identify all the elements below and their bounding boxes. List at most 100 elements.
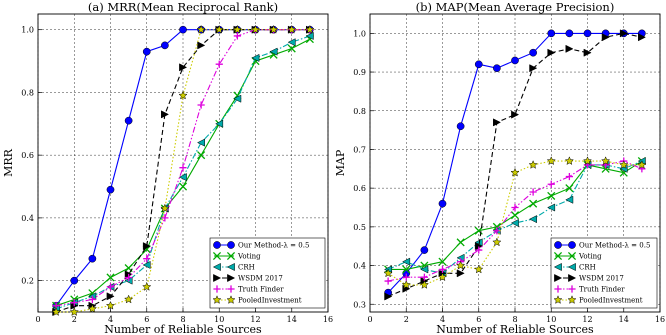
data-point: [214, 24, 224, 34]
data-point: [547, 203, 556, 212]
series-pooledinvestment: [51, 24, 315, 316]
legend-marker: [553, 262, 562, 272]
x-tick-label: 16: [323, 315, 333, 324]
chart-title: (a) MRR(Mean Reciprocal Rank): [88, 0, 278, 14]
legend-label: PooledInvestment: [579, 297, 643, 305]
data-point: [178, 173, 187, 182]
data-point: [105, 300, 116, 310]
data-point: [178, 182, 188, 191]
data-point: [493, 118, 502, 127]
data-point: [619, 160, 629, 169]
plot-frame: [37, 13, 329, 313]
x-tick-label: 12: [582, 315, 592, 324]
x-tick-label: 8: [512, 315, 517, 324]
data-point: [160, 203, 170, 213]
data-point: [161, 110, 170, 119]
y-tick-label: 0.3: [353, 300, 366, 309]
legend: Our Method-λ = 0.5 Voting CRH WSDM 2017 Trut…: [209, 237, 326, 309]
data-point: [305, 24, 315, 34]
data-point: [251, 53, 260, 62]
x-tick-label: 8: [180, 315, 185, 324]
data-point: [493, 64, 501, 73]
data-point: [383, 268, 393, 278]
x-tick-label: 14: [287, 315, 297, 324]
data-point: [637, 160, 647, 169]
data-point: [475, 246, 483, 254]
legend-marker: [226, 295, 236, 304]
y-tick-label: 0.9: [353, 68, 366, 77]
legend: Our Method-λ = 0.5 Voting CRH WSDM 2017 Trut…: [550, 237, 658, 309]
data-point: [493, 227, 501, 235]
data-point: [420, 265, 429, 274]
data-point: [70, 298, 78, 307]
data-point: [438, 265, 447, 274]
data-point: [250, 24, 261, 34]
data-point: [402, 257, 411, 266]
legend-marker: [213, 241, 221, 249]
legend-marker: [554, 273, 563, 283]
data-point: [51, 307, 61, 316]
legend-marker: [568, 241, 576, 249]
legend-label: WSDM 2017: [238, 275, 283, 283]
y-axis-label: MAP: [334, 149, 347, 176]
y-tick-label: 0.7: [353, 145, 366, 154]
data-point: [456, 122, 465, 131]
data-point: [142, 282, 152, 291]
y-tick-label: 0.6: [353, 184, 366, 193]
data-point: [511, 203, 519, 212]
y-tick-label: 1.0: [21, 26, 34, 35]
data-point: [510, 167, 520, 177]
data-point: [269, 47, 278, 56]
legend-marker: [227, 285, 235, 293]
data-point: [565, 172, 573, 181]
data-point: [142, 260, 151, 269]
data-point: [420, 273, 428, 281]
legend-marker: [213, 285, 221, 293]
legend-marker: [226, 251, 236, 261]
legend-marker: [213, 273, 222, 283]
data-point: [456, 238, 465, 247]
data-point: [582, 156, 593, 165]
data-point: [529, 188, 537, 196]
y-tick-label: 0.8: [353, 107, 366, 116]
x-tick-label: 4: [440, 315, 445, 324]
x-tick-label: 6: [144, 315, 149, 324]
data-point: [565, 184, 574, 193]
legend-label: Our Method-λ = 0.5: [238, 242, 309, 250]
series-wsdm-2017: [384, 29, 647, 301]
data-point: [402, 273, 410, 281]
legend-marker: [553, 251, 563, 261]
data-point: [565, 44, 574, 53]
x-tick-label: 10: [214, 315, 224, 324]
data-point: [305, 31, 314, 40]
data-point: [215, 60, 223, 68]
data-point: [547, 191, 556, 200]
x-tick-label: 0: [35, 315, 40, 324]
data-point: [474, 60, 483, 69]
data-point: [197, 101, 205, 109]
y-tick-label: 0.6: [21, 151, 34, 160]
data-point: [196, 24, 206, 34]
x-tick-label: 4: [108, 315, 113, 324]
data-point: [474, 264, 484, 274]
mrr-chart: 0 2 4 6 8 10 12 14 16 0.2 0.4 0.6 0.8 1.0 (a) MRR(Mean…: [2, 0, 333, 335]
data-point: [197, 41, 206, 50]
data-point: [69, 307, 79, 316]
data-point: [87, 304, 97, 313]
data-point: [547, 29, 556, 38]
data-point: [456, 260, 466, 270]
data-point: [619, 29, 628, 38]
y-tick-label: 0.4: [353, 262, 366, 271]
data-point: [565, 195, 574, 204]
legend-label: Voting: [237, 253, 261, 261]
data-point: [438, 199, 447, 208]
data-point: [601, 33, 610, 42]
legend-label: Our Method-λ = 0.5: [579, 242, 650, 250]
data-point: [528, 215, 537, 224]
data-point: [511, 110, 520, 119]
data-point: [384, 277, 392, 285]
data-point: [511, 56, 519, 65]
data-point: [565, 29, 574, 38]
data-point: [638, 33, 647, 42]
